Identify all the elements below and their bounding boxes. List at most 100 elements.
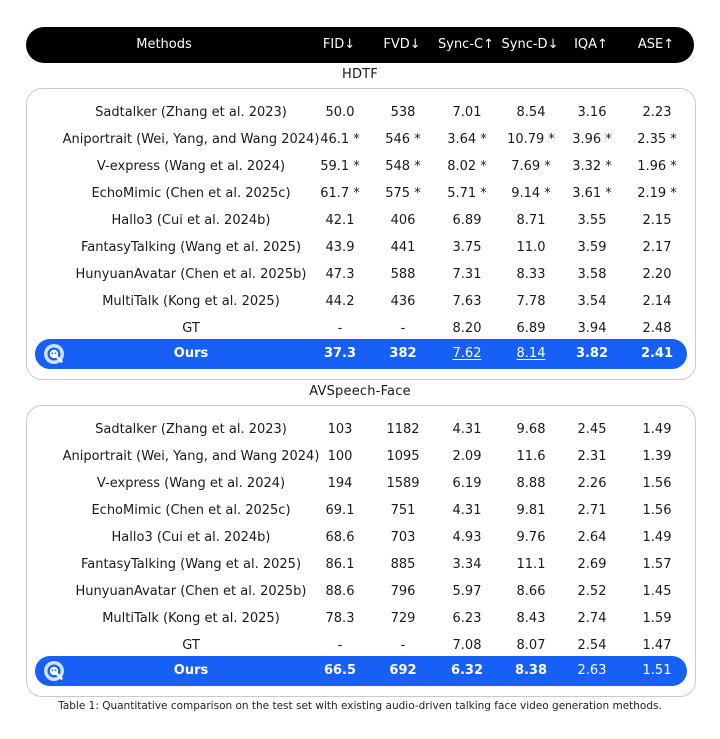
metric-iqa: 2.71	[577, 503, 607, 518]
metric-iqa: 3.94	[577, 321, 607, 336]
metric-iqa: 3.54	[577, 294, 607, 309]
section-panel-hdtf: Sadtalker (Zhang et al. 2023) 50.0 538 7.01…	[26, 88, 696, 380]
header-fid: FID↓	[322, 37, 356, 52]
metric-iqa: 2.26	[577, 476, 607, 491]
method-name: HunyuanAvatar (Chen et al. 2025b)	[75, 267, 307, 282]
metric-sync-c: 6.19	[452, 476, 482, 491]
method-name: EchoMimic (Chen et al. 2025c)	[91, 186, 291, 201]
metric-ase: 1.57	[642, 557, 672, 572]
method-name: MultiTalk (Kong et al. 2025)	[102, 611, 280, 626]
section-title-avspeech: AVSpeech-Face	[309, 384, 411, 399]
metric-sync-d: 8.43	[516, 611, 546, 626]
metric-fvd: 1589	[386, 476, 420, 491]
metric-fvd: 575 *	[385, 186, 421, 201]
table-row: Sadtalker (Zhang et al. 2023) 50.0 538 7.01…	[27, 99, 695, 126]
method-name: GT	[182, 321, 200, 336]
metric-sync-d: 7.69 *	[511, 159, 551, 174]
metric-sync-d: 8.66	[516, 584, 546, 599]
metric-fid: 44.2	[325, 294, 355, 309]
ours-metric-fvd: 692	[389, 663, 417, 678]
metric-fvd: 796	[390, 584, 416, 599]
ours-metric-sync-d: 8.14	[516, 346, 546, 361]
table-row: MultiTalk (Kong et al. 2025) 44.2 436 7.63 7…	[27, 288, 695, 315]
metric-sync-c: 5.71 *	[447, 186, 487, 201]
metric-ase: 1.96 *	[637, 159, 677, 174]
metric-fvd: 538	[390, 105, 416, 120]
metric-fvd: 1182	[386, 422, 420, 437]
table-row: Sadtalker (Zhang et al. 2023) 103 1182 4.31…	[27, 416, 695, 443]
metric-fid: 103	[327, 422, 353, 437]
method-name: FantasyTalking (Wang et al. 2025)	[80, 240, 302, 255]
metric-ase: 1.56	[642, 503, 672, 518]
metric-ase: 2.23	[642, 105, 672, 120]
metric-iqa: 2.31	[577, 449, 607, 464]
header-sync-d: Sync-D↓	[501, 37, 559, 52]
metric-fvd: 588	[390, 267, 416, 282]
metric-fid: 88.6	[325, 584, 355, 599]
metric-sync-d: 8.88	[516, 476, 546, 491]
method-name: GT	[182, 638, 200, 653]
ours-metric-fid: 66.5	[323, 663, 357, 678]
metric-ase: 1.49	[642, 530, 672, 545]
metric-sync-d: 10.79 *	[507, 132, 555, 147]
ours-row: Ours 66.5 692 6.32 8.38 2.63 1.51	[35, 656, 687, 686]
metric-fid: 50.0	[325, 105, 355, 120]
metric-fvd: 436	[390, 294, 416, 309]
metric-ase: 2.35 *	[637, 132, 677, 147]
metric-ase: 2.15	[642, 213, 672, 228]
method-name: FantasyTalking (Wang et al. 2025)	[80, 557, 302, 572]
metric-iqa: 3.32 *	[572, 159, 612, 174]
ours-metric-sync-c: 6.32	[450, 663, 484, 678]
metric-fvd: 1095	[386, 449, 420, 464]
metric-sync-c: 4.93	[452, 530, 482, 545]
metric-fid: -	[337, 638, 343, 653]
metric-sync-d: 7.78	[516, 294, 546, 309]
metric-fid: 59.1 *	[320, 159, 360, 174]
table-caption: Table 1: Quantitative comparison on the …	[58, 700, 662, 712]
metric-fid: 86.1	[325, 557, 355, 572]
metric-ase: 1.39	[642, 449, 672, 464]
metric-iqa: 3.59	[577, 240, 607, 255]
ours-metric-sync-c: 7.62	[452, 346, 482, 361]
header-iqa: IQA↑	[574, 37, 608, 52]
table-row: HunyuanAvatar (Chen et al. 2025b) 88.6 796…	[27, 578, 695, 605]
ours-row: Ours 37.3 382 7.62 8.14 3.82 2.41	[35, 339, 687, 369]
metric-sync-c: 3.64 *	[447, 132, 487, 147]
table-row: FantasyTalking (Wang et al. 2025) 43.9 441…	[27, 234, 695, 261]
table-row: Hallo3 (Cui et al. 2024b) 42.1 406 6.89 8.71…	[27, 207, 695, 234]
metric-ase: 1.56	[642, 476, 672, 491]
section-panel-avspeech: Sadtalker (Zhang et al. 2023) 103 1182 4.31…	[26, 405, 696, 697]
metric-sync-c: 6.89	[452, 213, 482, 228]
metric-sync-c: 2.09	[452, 449, 482, 464]
metric-fid: 69.1	[325, 503, 355, 518]
ours-metric-iqa: 2.63	[577, 663, 607, 678]
metric-fvd: 703	[390, 530, 416, 545]
section-title-hdtf: HDTF	[341, 67, 378, 82]
metric-ase: 1.49	[642, 422, 672, 437]
metric-iqa: 3.96 *	[572, 132, 612, 147]
metric-sync-d: 8.54	[516, 105, 546, 120]
metric-fid: 46.1 *	[320, 132, 360, 147]
metric-iqa: 2.52	[577, 584, 607, 599]
metric-sync-d: 8.07	[516, 638, 546, 653]
metric-ase: 2.14	[642, 294, 672, 309]
table-header-bar: Methods FID↓ FVD↓ Sync-C↑ Sync-D↓ IQA↑ A…	[26, 27, 694, 63]
table-row: GT - - 8.20 6.89 3.94 2.48	[27, 315, 695, 342]
logo-icon	[44, 344, 64, 364]
table-row: EchoMimic (Chen et al. 2025c) 69.1 751 4.31…	[27, 497, 695, 524]
metric-sync-d: 9.76	[516, 530, 546, 545]
method-name: Sadtalker (Zhang et al. 2023)	[95, 422, 287, 437]
metric-sync-d: 11.1	[516, 557, 546, 572]
metric-iqa: 2.74	[577, 611, 607, 626]
metric-fid: 43.9	[325, 240, 355, 255]
table-row: V-express (Wang et al. 2024) 194 1589 6.19 8…	[27, 470, 695, 497]
table-row: Aniportrait (Wei, Yang, and Wang 2024) 10…	[27, 443, 695, 470]
metric-fvd: 406	[390, 213, 416, 228]
metric-fvd: 751	[390, 503, 416, 518]
logo-icon	[44, 661, 64, 681]
metric-fid: 61.7 *	[320, 186, 360, 201]
metric-fvd: 885	[390, 557, 416, 572]
metric-sync-c: 7.31	[452, 267, 482, 282]
metric-ase: 1.59	[642, 611, 672, 626]
metric-sync-d: 9.81	[516, 503, 546, 518]
